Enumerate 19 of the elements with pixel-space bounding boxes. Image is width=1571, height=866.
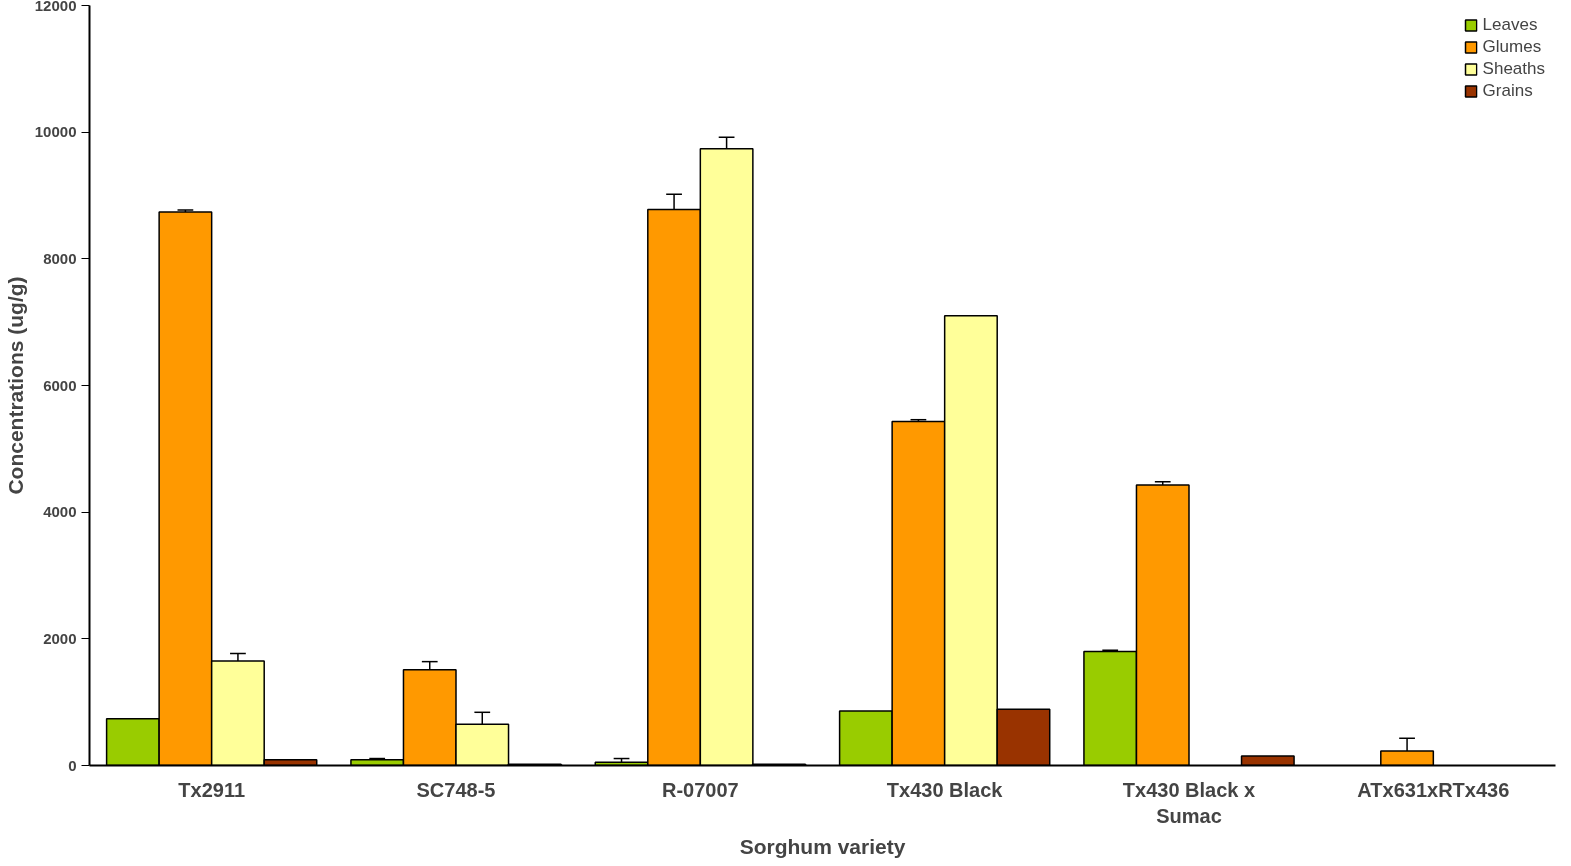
legend-label: Leaves — [1482, 15, 1538, 35]
x-tick-label: Tx430 Black x Sumac — [1122, 778, 1256, 827]
y-tick-label: 8000 — [43, 249, 77, 267]
x-axis-title: Sorghum variety — [739, 834, 906, 858]
x-tick-label: Tx430 Black — [886, 778, 1004, 801]
y-axis-title: Concentrations (ug/g) — [3, 276, 27, 495]
y-tick-label: 10000 — [34, 123, 77, 141]
y-tick-label: 0 — [68, 756, 77, 774]
y-tick-label: 6000 — [43, 376, 77, 394]
x-tick-label: ATx631xRTx436 — [1357, 778, 1510, 801]
x-tick-label: Tx2911 — [178, 778, 246, 801]
legend-label: Glumes — [1482, 37, 1542, 57]
legend-label: Grains — [1482, 81, 1533, 101]
y-tick-label: 12000 — [34, 0, 77, 14]
x-tick-label: R-07007 — [661, 778, 739, 801]
y-tick-label: 2000 — [43, 629, 77, 647]
legend-label: Sheaths — [1482, 59, 1545, 79]
x-tick-label: SC748-5 — [416, 778, 496, 801]
y-tick-label: 4000 — [43, 503, 77, 521]
